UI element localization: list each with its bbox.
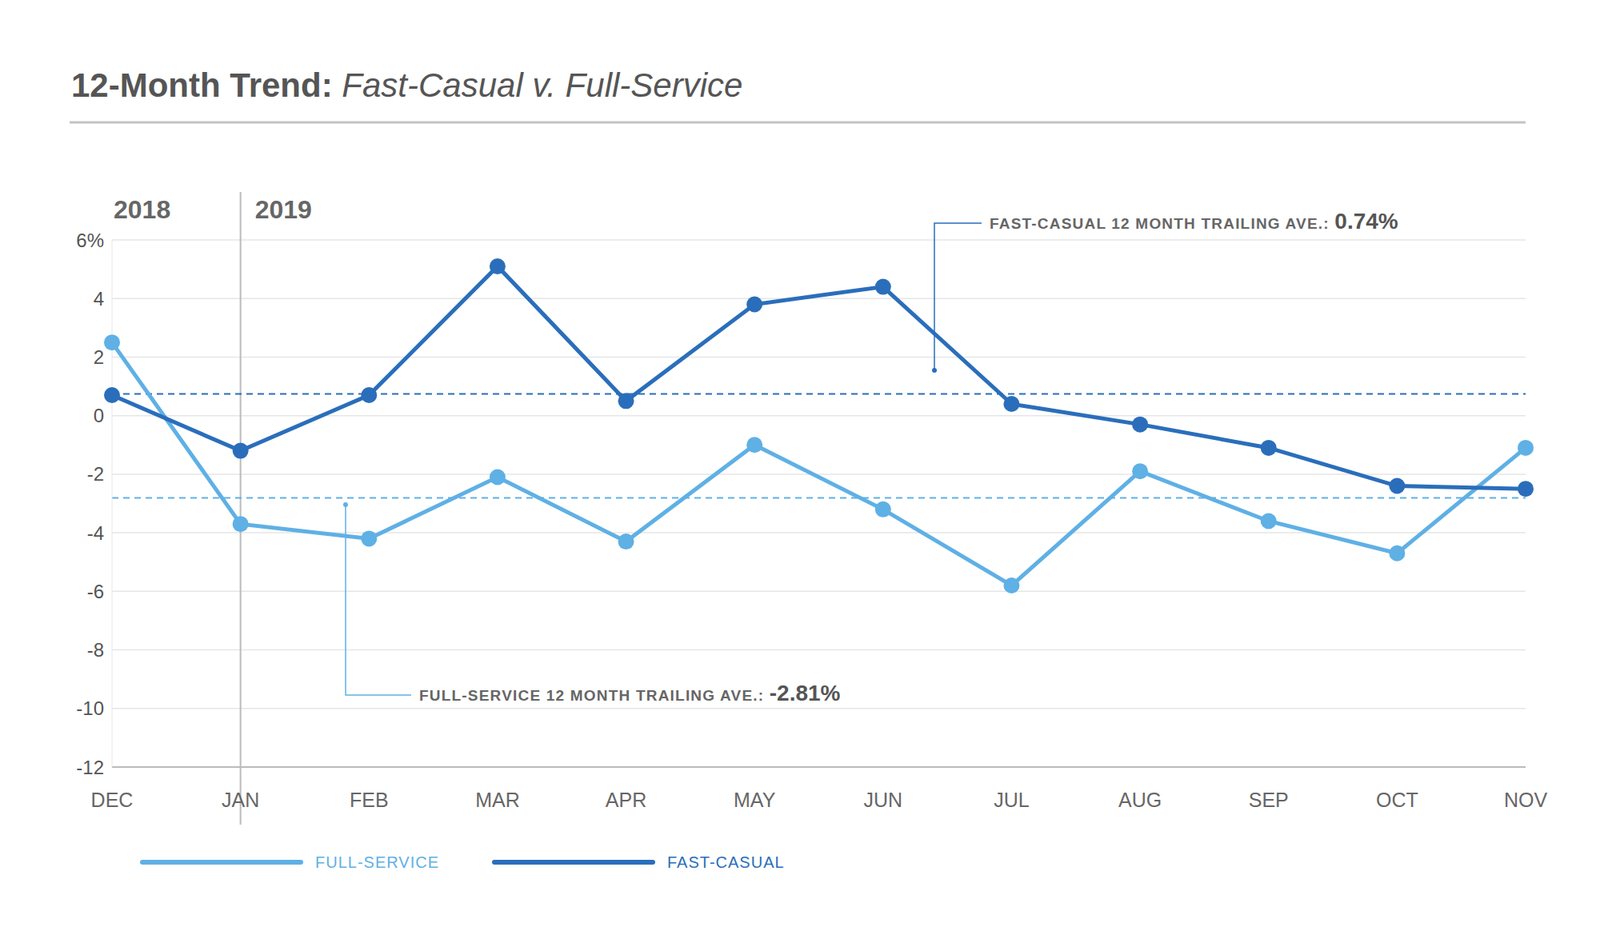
svg-text:NOV: NOV xyxy=(1504,788,1548,812)
svg-text:2: 2 xyxy=(93,346,104,368)
svg-text:MAR: MAR xyxy=(475,788,520,812)
svg-text:2018: 2018 xyxy=(113,195,171,224)
svg-text:APR: APR xyxy=(605,788,647,812)
svg-text:4: 4 xyxy=(93,288,104,310)
svg-text:FEB: FEB xyxy=(349,788,389,812)
svg-text:MAY: MAY xyxy=(733,788,776,812)
svg-text:6%: 6% xyxy=(76,229,104,252)
svg-text:-12: -12 xyxy=(76,756,104,779)
html-text:FAST-CASUAL: FAST-CASUAL xyxy=(667,853,785,871)
svg-text:DEC: DEC xyxy=(91,788,134,812)
svg-text:2019: 2019 xyxy=(255,195,312,224)
svg-text:FULL-SERVICE 12 MONTH TRAILING: FULL-SERVICE 12 MONTH TRAILING AVE.: -2.… xyxy=(419,680,841,706)
svg-text:FAST-CASUAL 12 MONTH TRAILING: FAST-CASUAL 12 MONTH TRAILING AVE.: 0.74… xyxy=(989,208,1399,234)
svg-text:AUG: AUG xyxy=(1118,788,1162,812)
svg-text:-8: -8 xyxy=(87,639,104,661)
svg-text:JUN: JUN xyxy=(864,788,904,812)
html-text:FULL-SERVICE: FULL-SERVICE xyxy=(315,853,440,871)
svg-text:JAN: JAN xyxy=(221,788,260,812)
svg-text:0: 0 xyxy=(93,404,104,427)
svg-text:JUL: JUL xyxy=(993,788,1030,812)
svg-text:SEP: SEP xyxy=(1248,788,1289,812)
svg-text:-6: -6 xyxy=(87,580,104,603)
svg-text:-4: -4 xyxy=(87,522,104,544)
svg-text:-2: -2 xyxy=(87,463,104,485)
svg-text:OCT: OCT xyxy=(1376,788,1419,812)
svg-text:-10: -10 xyxy=(76,697,104,720)
svg-text:12-Month Trend: Fast-Casual v.: 12-Month Trend: Fast-Casual v. Full-Serv… xyxy=(71,66,743,104)
